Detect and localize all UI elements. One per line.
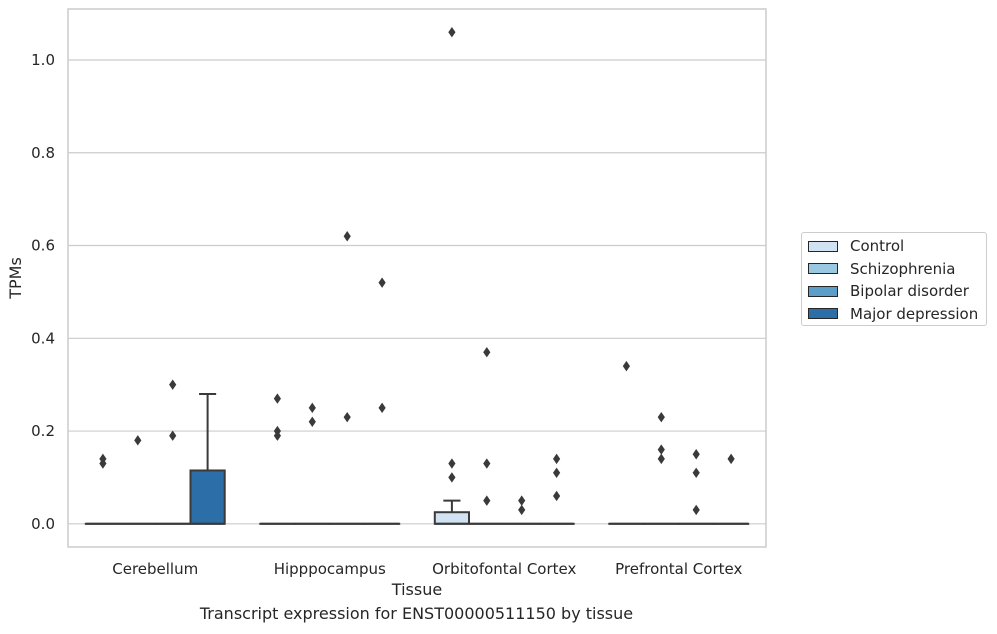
x-tick-label: Prefrontal Cortex (615, 560, 742, 578)
box-marks (84, 392, 750, 525)
legend-swatch (808, 308, 838, 319)
box-control (433, 511, 471, 525)
y-tick-label: 0.6 (31, 237, 55, 255)
outlier-point (518, 504, 526, 516)
outlier-point (134, 435, 142, 446)
outlier-point (692, 504, 700, 516)
outlier-point (657, 453, 665, 465)
box-major-depression (189, 469, 226, 525)
x-axis-label: Tissue (391, 580, 442, 599)
chart-caption: Transcript expression for ENST0000051115… (199, 604, 634, 623)
y-tick-label: 0.8 (31, 144, 55, 162)
x-tick-label: Cerebellum (112, 560, 198, 578)
legend-label: Bipolar disorder (850, 282, 969, 300)
plot-area-frame (67, 8, 767, 548)
y-axis-label: TPMs (6, 257, 25, 300)
y-tick-label: 0.0 (31, 515, 55, 533)
outlier-point (308, 416, 316, 427)
y-tick-labels: 0.0 0.2 0.4 0.6 0.8 1.0 (31, 51, 55, 533)
legend-item: Schizophrenia (808, 260, 955, 278)
outlier-point (99, 458, 107, 469)
y-tick-label: 1.0 (31, 51, 55, 69)
outlier-points (99, 26, 735, 516)
legend-item: Major depression (808, 305, 978, 323)
outlier-point (483, 495, 491, 506)
outlier-point (448, 458, 456, 469)
x-tick-label: Hipppocampus (274, 560, 386, 578)
outlier-point (518, 495, 526, 506)
outlier-point (378, 277, 386, 288)
outlier-point (692, 449, 700, 460)
legend-swatch (808, 263, 838, 274)
legend-swatch (808, 240, 838, 252)
outlier-point (273, 430, 281, 441)
outlier-point (727, 453, 735, 465)
legend-item: Control (808, 237, 904, 255)
outlier-point (622, 360, 630, 372)
outlier-point (553, 490, 561, 502)
legend-swatch (808, 285, 838, 297)
outlier-point (553, 467, 561, 478)
outlier-point (483, 458, 491, 469)
outlier-point (273, 393, 281, 404)
outlier-point (553, 453, 561, 465)
x-tick-labels: Cerebellum Hipppocampus Orbitofontal Corte… (112, 560, 742, 578)
outlier-point (343, 411, 351, 423)
outlier-point (378, 402, 386, 414)
legend-item: Bipolar disorder (808, 282, 969, 300)
outlier-point (169, 379, 177, 390)
y-tick-label: 0.4 (31, 329, 55, 347)
outlier-point (308, 402, 316, 414)
outlier-point (448, 472, 456, 483)
outlier-point (448, 26, 456, 38)
legend-label: Schizophrenia (850, 259, 956, 278)
outlier-point (692, 467, 700, 478)
y-tick-label: 0.2 (31, 422, 55, 440)
x-tick-label: Orbitofontal Cortex (432, 560, 576, 578)
outlier-point (657, 444, 665, 455)
outlier-point (169, 430, 177, 441)
outlier-point (483, 347, 491, 358)
outlier-point (343, 231, 351, 242)
outlier-point (657, 411, 665, 423)
legend-label: Major depression (850, 304, 979, 323)
legend-label: Control (850, 237, 905, 255)
legend: Control Schizophrenia Bipolar disorder Majo… (801, 232, 987, 326)
